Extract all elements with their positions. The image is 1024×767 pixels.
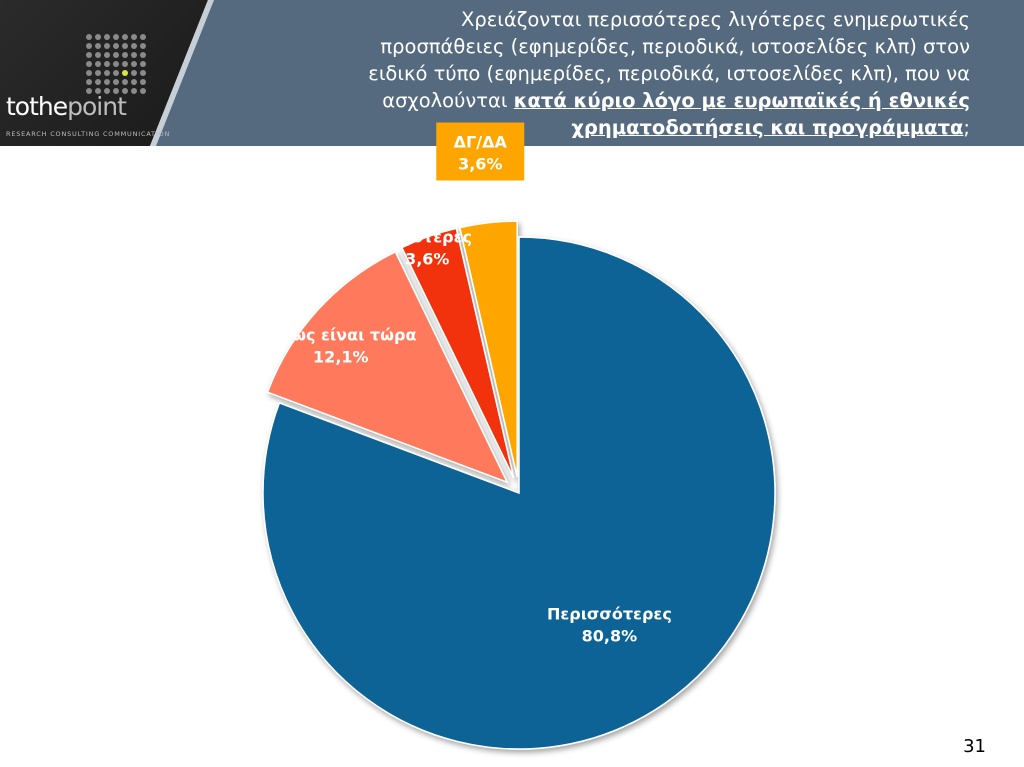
logo-dot (104, 43, 110, 49)
logo-dot (86, 88, 92, 94)
logo-dot (122, 43, 128, 49)
logo-dot (113, 79, 119, 85)
logo-dot (95, 34, 101, 40)
logo-dot (104, 88, 110, 94)
title-line-1: Χρειάζονται περισσότερες λιγότερες ενημε… (460, 8, 970, 31)
title-line-4-text: ασχολούνται (382, 89, 514, 112)
slide-title: Χρειάζονται περισσότερες λιγότερες ενημε… (250, 6, 970, 141)
logo-dot (122, 52, 128, 58)
slice-label: Όπως είναι τώρα (264, 325, 416, 344)
slice-value-label: 3,6% (458, 155, 502, 174)
logo-dot (131, 70, 137, 76)
title-line-4: ασχολούνται κατά κύριο λόγο με ευρωπαϊκέ… (250, 87, 970, 114)
slice-label: Περισσότερες (547, 604, 672, 623)
logo-dot (95, 70, 101, 76)
title-end: ; (963, 116, 970, 139)
logo-dot (122, 34, 128, 40)
logo-dot (104, 70, 110, 76)
header-band (156, 0, 1024, 146)
brand-logo-dots (86, 34, 150, 98)
logo-dot (86, 61, 92, 67)
logo-dot (140, 79, 146, 85)
logo-dot (86, 70, 92, 76)
slice-value-label: 80,8% (582, 626, 638, 645)
logo-dot (86, 43, 92, 49)
logo-dot (131, 79, 137, 85)
pie-slice (458, 220, 518, 478)
logo-dot (122, 79, 128, 85)
logo-dot (131, 61, 137, 67)
slice-label: Λιγότερες (383, 227, 472, 246)
title-line-5: χρηματοδοτήσεις και προγράμματα; (250, 114, 970, 141)
logo-dot (131, 88, 137, 94)
logo-dot (113, 88, 119, 94)
logo-dot (140, 43, 146, 49)
logo-dot (122, 61, 128, 67)
logo-dot (140, 34, 146, 40)
logo-dot (122, 70, 128, 76)
logo-dot (113, 61, 119, 67)
title-line-3: ειδικό τύπο (εφημερίδες, περιοδικά, ιστο… (368, 62, 970, 85)
logo-dot (104, 61, 110, 67)
title-emphasis-1: κατά κύριο λόγο με ευρωπαϊκές ή εθνικές (513, 89, 970, 112)
brand-tagline: RESEARCH CONSULTING COMMUNICATION (6, 130, 171, 138)
pie-slice (262, 236, 776, 750)
slice-label-box (436, 122, 525, 181)
logo-dot (122, 88, 128, 94)
pie-slice (266, 250, 509, 484)
logo-dot (86, 79, 92, 85)
slice-value-label: 3,6% (405, 249, 449, 268)
logo-dot (140, 70, 146, 76)
title-line-2: προσπάθειες (εφημερίδες, περιοδικά, ιστο… (380, 35, 970, 58)
logo-dot (140, 61, 146, 67)
brand-name: tothepoint (6, 92, 127, 121)
logo-dot (86, 34, 92, 40)
logo-dot (104, 79, 110, 85)
logo-dot (140, 88, 146, 94)
logo-dot (86, 52, 92, 58)
slice-label: ΔΓ/ΔΑ (454, 133, 508, 152)
logo-dot (113, 34, 119, 40)
logo-dot (104, 34, 110, 40)
logo-dot (131, 52, 137, 58)
logo-dot (95, 79, 101, 85)
pie-slice (400, 227, 515, 479)
brand-name-part1: tothe (6, 92, 68, 121)
logo-dot (95, 43, 101, 49)
logo-dot (131, 43, 137, 49)
brand-name-part2: point (67, 92, 127, 121)
logo-dot (113, 43, 119, 49)
logo-dot (95, 61, 101, 67)
logo-dot (95, 52, 101, 58)
logo-dot (131, 34, 137, 40)
logo-dot (140, 52, 146, 58)
page-number: 31 (963, 736, 986, 757)
logo-dot (95, 88, 101, 94)
logo-dot (113, 52, 119, 58)
logo-dot (104, 52, 110, 58)
title-emphasis-2: χρηματοδοτήσεις και προγράμματα (571, 116, 964, 139)
slice-value-label: 12,1% (313, 347, 369, 366)
logo-dot (113, 70, 119, 76)
